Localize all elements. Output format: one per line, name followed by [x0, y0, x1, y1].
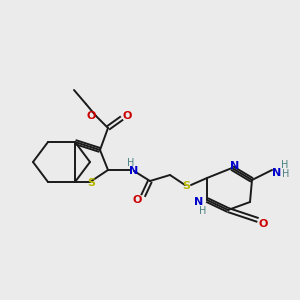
Text: S: S	[87, 178, 95, 188]
Text: O: O	[86, 111, 96, 121]
Text: N: N	[230, 161, 240, 171]
Text: H: H	[281, 160, 289, 170]
Text: H: H	[199, 206, 207, 216]
Text: O: O	[132, 195, 142, 205]
Text: O: O	[122, 111, 132, 121]
Text: N: N	[194, 197, 204, 207]
Text: O: O	[258, 219, 268, 229]
Text: H: H	[282, 169, 290, 179]
Text: H: H	[127, 158, 135, 168]
Text: N: N	[272, 168, 282, 178]
Text: N: N	[129, 166, 139, 176]
Text: S: S	[182, 181, 190, 191]
